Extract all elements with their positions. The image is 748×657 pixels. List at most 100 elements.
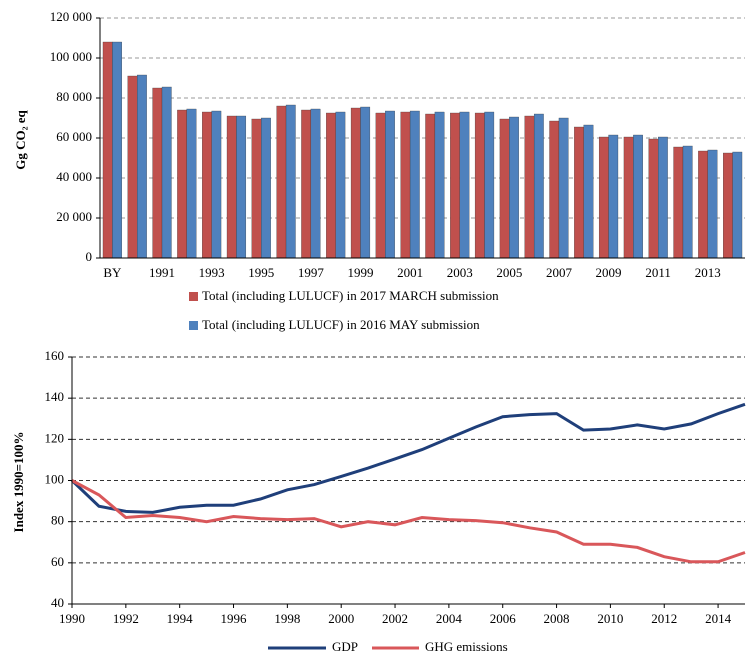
bar [350, 107, 361, 259]
y-tick-label: 100 [45, 471, 65, 486]
y-tick-label: 160 [45, 348, 65, 363]
bar [549, 120, 560, 259]
x-tick-label: 1997 [298, 265, 325, 280]
bar [682, 145, 693, 259]
bar [450, 112, 460, 259]
bar [251, 118, 262, 259]
x-tick-label: 2006 [490, 611, 517, 626]
bar [102, 41, 113, 259]
bar [499, 118, 510, 259]
x-tick-label: 1999 [347, 265, 373, 280]
bar [360, 106, 371, 259]
x-tick-label: 2014 [705, 611, 732, 626]
bar [161, 86, 172, 259]
bar [574, 126, 584, 259]
bar [673, 146, 684, 259]
bar [608, 134, 619, 259]
y-tick-label: 140 [45, 389, 65, 404]
bar [425, 113, 436, 259]
bar [276, 105, 287, 259]
y-tick-label: 60 [51, 554, 64, 569]
x-tick-label: 1996 [221, 611, 248, 626]
legend-label: Total (including LULUCF) in 2017 MARCH s… [202, 288, 499, 303]
bar [375, 112, 386, 259]
bar [226, 115, 237, 259]
y-tick-label: 40 000 [56, 169, 92, 184]
line [71, 479, 746, 564]
bar [400, 111, 411, 259]
x-tick-label: 1992 [113, 611, 139, 626]
bar [698, 150, 708, 259]
x-tick-label: 2012 [651, 611, 677, 626]
x-tick-label: 2007 [546, 265, 573, 280]
bar [301, 109, 312, 259]
bar [285, 104, 296, 259]
bar [112, 41, 122, 259]
y-tick-label: 120 [45, 430, 65, 445]
y-tick-label: 0 [86, 249, 93, 264]
y-tick-label: 40 [51, 595, 64, 610]
bar [326, 112, 336, 259]
x-tick-label: 1990 [59, 611, 85, 626]
bar [137, 74, 147, 259]
bar [623, 136, 634, 259]
y-axis-label: Index 1990=100% [11, 432, 26, 533]
bar [474, 112, 485, 259]
x-tick-label: 2004 [436, 611, 463, 626]
bar [558, 117, 569, 259]
bar [310, 108, 321, 259]
bar [648, 138, 659, 259]
x-tick-label: 2011 [645, 265, 671, 280]
x-tick-label: 1998 [274, 611, 300, 626]
bar [127, 75, 138, 259]
x-tick-label: 2000 [328, 611, 354, 626]
legend-label: GHG emissions [425, 639, 508, 654]
bar [152, 87, 163, 259]
bar [509, 116, 519, 259]
bar [385, 110, 395, 259]
x-tick-label: 1994 [167, 611, 194, 626]
x-tick-label: 2013 [695, 265, 721, 280]
x-tick-label: 1993 [199, 265, 225, 280]
y-tick-label: 60 000 [56, 129, 92, 144]
x-tick-label: 1991 [149, 265, 175, 280]
bar [186, 108, 197, 259]
x-tick-label: 2009 [596, 265, 622, 280]
bar [533, 113, 544, 259]
x-tick-label: 2001 [397, 265, 423, 280]
bar [177, 109, 187, 259]
legend-label: Total (including LULUCF) in 2016 MAY sub… [202, 317, 480, 332]
x-tick-label: 2008 [544, 611, 570, 626]
bar [434, 111, 445, 259]
bar [598, 136, 609, 259]
legend-swatch [189, 321, 198, 330]
x-tick-label: 2003 [447, 265, 473, 280]
x-tick-label: BY [103, 265, 122, 280]
bar [633, 134, 643, 259]
bar [583, 124, 594, 259]
bar [202, 111, 212, 259]
x-tick-label: 2005 [496, 265, 522, 280]
bar [335, 111, 346, 259]
legend-swatch [189, 292, 198, 301]
bar [409, 110, 420, 259]
bar [211, 110, 222, 259]
y-tick-label: 80 000 [56, 89, 92, 104]
bar [723, 152, 733, 259]
bar [459, 111, 470, 259]
y-tick-label: 100 000 [50, 49, 92, 64]
legend-label: GDP [332, 639, 358, 654]
x-tick-label: 2010 [597, 611, 623, 626]
bar [484, 111, 495, 259]
bar [236, 115, 247, 259]
bar [261, 117, 271, 259]
bar [658, 136, 668, 259]
bar [524, 115, 535, 259]
line [70, 402, 746, 514]
y-tick-label: 120 000 [50, 9, 92, 24]
x-tick-label: 2002 [382, 611, 408, 626]
bar [732, 151, 743, 259]
bar [707, 149, 718, 259]
y-tick-label: 20 000 [56, 209, 92, 224]
